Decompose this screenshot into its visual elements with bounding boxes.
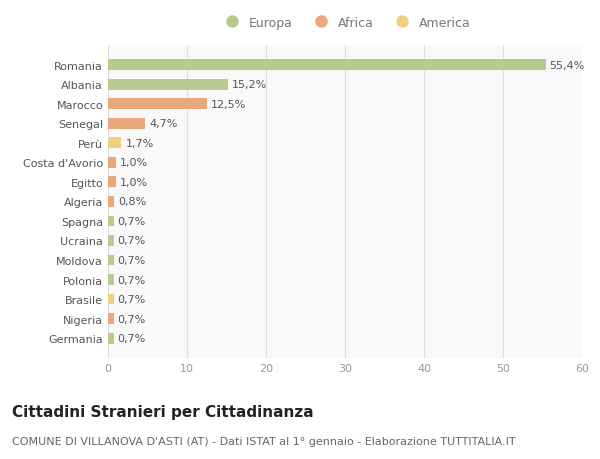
Text: 0,8%: 0,8% <box>118 197 146 207</box>
Bar <box>108 118 145 129</box>
Bar <box>108 313 113 325</box>
Text: 1,7%: 1,7% <box>125 139 154 148</box>
Text: COMUNE DI VILLANOVA D'ASTI (AT) - Dati ISTAT al 1° gennaio - Elaborazione TUTTIT: COMUNE DI VILLANOVA D'ASTI (AT) - Dati I… <box>12 436 515 446</box>
Text: 55,4%: 55,4% <box>550 61 585 70</box>
Bar <box>108 138 121 149</box>
Text: 0,7%: 0,7% <box>118 236 146 246</box>
Text: 0,7%: 0,7% <box>118 314 146 324</box>
Bar <box>108 79 228 90</box>
Text: 0,7%: 0,7% <box>118 275 146 285</box>
Text: 4,7%: 4,7% <box>149 119 178 129</box>
Bar <box>108 177 116 188</box>
Bar <box>108 235 113 246</box>
Legend: Europa, Africa, America: Europa, Africa, America <box>214 11 476 34</box>
Bar <box>108 333 113 344</box>
Text: 1,0%: 1,0% <box>120 158 148 168</box>
Bar <box>108 294 113 305</box>
Bar <box>108 274 113 285</box>
Text: 0,7%: 0,7% <box>118 334 146 343</box>
Text: 0,7%: 0,7% <box>118 217 146 226</box>
Bar <box>108 255 113 266</box>
Bar <box>108 157 116 168</box>
Text: Cittadini Stranieri per Cittadinanza: Cittadini Stranieri per Cittadinanza <box>12 404 314 419</box>
Bar <box>108 216 113 227</box>
Text: 15,2%: 15,2% <box>232 80 267 90</box>
Text: 12,5%: 12,5% <box>211 100 246 109</box>
Text: 1,0%: 1,0% <box>120 178 148 187</box>
Text: 0,7%: 0,7% <box>118 256 146 265</box>
Bar <box>108 196 115 207</box>
Bar <box>108 60 545 71</box>
Bar <box>108 99 207 110</box>
Text: 0,7%: 0,7% <box>118 295 146 304</box>
